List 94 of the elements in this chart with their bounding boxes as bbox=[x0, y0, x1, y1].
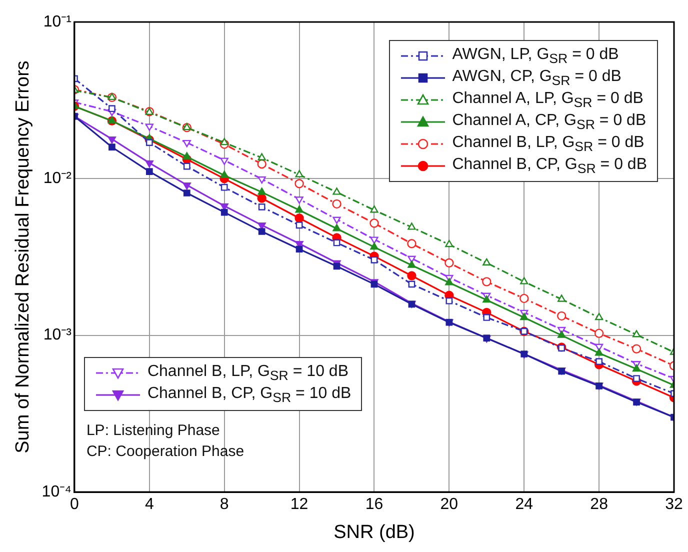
point bbox=[146, 168, 153, 175]
x-tick-label: 12 bbox=[290, 496, 308, 514]
point bbox=[594, 328, 604, 338]
point bbox=[558, 330, 566, 338]
point bbox=[257, 194, 266, 203]
point bbox=[483, 314, 490, 321]
x-tick-label: 16 bbox=[365, 496, 384, 514]
y-tick-label: 10⁻³ bbox=[43, 326, 72, 344]
point bbox=[258, 176, 266, 184]
x-tick-label: 4 bbox=[144, 496, 154, 514]
point bbox=[108, 136, 116, 144]
point bbox=[295, 206, 304, 213]
point bbox=[182, 152, 191, 160]
point bbox=[445, 278, 454, 286]
legend-label: AWGN, CP, G$_{SR}$ = 0 dB bbox=[452, 68, 622, 88]
legend-label: Channel B, CP, G$_{SR}$ = 10 dB bbox=[147, 384, 352, 406]
point bbox=[295, 170, 304, 178]
point bbox=[556, 311, 566, 321]
point bbox=[146, 139, 153, 146]
point bbox=[408, 280, 416, 288]
point bbox=[482, 258, 491, 266]
point bbox=[220, 170, 228, 178]
point bbox=[596, 358, 602, 365]
legend-label: Channel B, LP, G$_{SR}$ = 10 dB bbox=[147, 362, 348, 384]
point bbox=[370, 242, 378, 250]
point bbox=[444, 258, 454, 268]
point bbox=[332, 199, 342, 209]
annotation: CP: Cooperation Phase bbox=[86, 442, 244, 462]
point bbox=[332, 188, 341, 195]
point bbox=[220, 184, 228, 191]
legend-label: Channel A, CP, G$_{SR}$ = 0 dB bbox=[452, 112, 646, 132]
point bbox=[257, 159, 266, 169]
legend-label: AWGN, LP, G$_{SR}$ = 0 dB bbox=[452, 46, 619, 66]
point bbox=[632, 330, 641, 338]
point bbox=[446, 297, 453, 304]
point bbox=[408, 260, 416, 268]
point bbox=[296, 246, 303, 253]
point bbox=[370, 236, 378, 244]
point bbox=[182, 140, 191, 148]
point bbox=[295, 196, 304, 204]
x-tick-label: 24 bbox=[515, 496, 534, 514]
point bbox=[220, 138, 228, 146]
point bbox=[258, 153, 266, 160]
point bbox=[220, 158, 228, 165]
point bbox=[296, 222, 303, 229]
point bbox=[333, 239, 340, 246]
point bbox=[632, 344, 642, 354]
legend-label: Channel A, LP, G$_{SR}$ = 0 dB bbox=[452, 90, 644, 110]
point bbox=[594, 312, 604, 320]
point bbox=[370, 206, 378, 213]
point bbox=[294, 179, 304, 188]
point bbox=[407, 239, 416, 248]
point bbox=[558, 294, 566, 302]
x-tick-label: 28 bbox=[590, 496, 608, 514]
point bbox=[482, 277, 492, 286]
point bbox=[632, 364, 641, 372]
legend-label: Channel B, CP, G$_{SR}$ = 0 dB bbox=[452, 156, 647, 176]
point bbox=[258, 228, 266, 235]
point bbox=[258, 204, 266, 210]
y-tick-label: 10⁻⁴ bbox=[42, 483, 72, 500]
x-tick-label: 20 bbox=[440, 496, 458, 514]
legend-label: Channel B, LP, G$_{SR}$ = 0 dB bbox=[452, 134, 644, 154]
point bbox=[333, 262, 340, 270]
point bbox=[370, 256, 378, 264]
point bbox=[294, 214, 304, 223]
point bbox=[370, 218, 379, 228]
x-tick-label: 0 bbox=[70, 496, 80, 514]
point bbox=[482, 295, 491, 303]
point bbox=[520, 277, 528, 284]
x-tick-label: 32 bbox=[665, 496, 683, 514]
point bbox=[183, 190, 190, 196]
point bbox=[332, 216, 341, 224]
y-tick-label: 10⁻¹ bbox=[43, 13, 72, 30]
point bbox=[520, 312, 528, 320]
point bbox=[332, 224, 341, 232]
point bbox=[145, 124, 154, 131]
point bbox=[445, 240, 454, 248]
point bbox=[108, 105, 116, 112]
point bbox=[220, 208, 228, 216]
y-axis-title: Sum of Normalized Residual Frequency Errors bbox=[12, 60, 34, 454]
x-tick-label: 8 bbox=[220, 496, 229, 514]
point bbox=[258, 188, 266, 195]
point bbox=[145, 160, 154, 168]
point bbox=[594, 348, 604, 356]
point bbox=[182, 182, 191, 190]
point bbox=[407, 271, 416, 280]
point bbox=[108, 144, 116, 151]
y-tick-label: 10⁻² bbox=[43, 170, 72, 188]
point bbox=[633, 375, 640, 382]
annotation: LP: Listening Phase bbox=[86, 421, 221, 441]
x-axis-title: SNR (dB) bbox=[334, 522, 415, 543]
point bbox=[520, 294, 529, 304]
point bbox=[408, 222, 416, 230]
point bbox=[183, 162, 190, 170]
